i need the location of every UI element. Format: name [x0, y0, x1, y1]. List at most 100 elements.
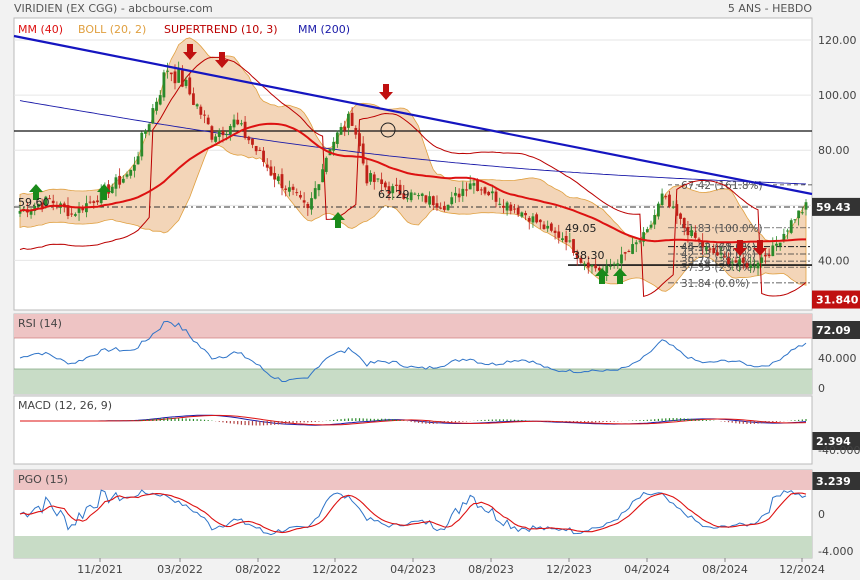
candle-body	[472, 183, 476, 186]
candle-body	[391, 186, 395, 194]
candle-body	[690, 230, 694, 237]
candle-body	[33, 205, 37, 212]
candle-body	[767, 254, 771, 257]
candle-body	[276, 176, 280, 182]
candle-body	[258, 149, 262, 151]
y-tick-label: 120.00	[818, 34, 857, 47]
candle-body	[140, 132, 144, 157]
macd-label: MACD (12, 26, 9)	[18, 399, 112, 412]
candle-body	[125, 174, 129, 177]
downtrend-line	[13, 34, 813, 196]
buy-arrow-icon	[331, 212, 345, 228]
candle-body	[70, 213, 74, 215]
candle-body	[107, 184, 110, 194]
buy-arrow-icon	[595, 268, 609, 284]
candle-body	[498, 203, 502, 205]
candle-body	[638, 240, 642, 242]
candle-body	[313, 188, 317, 199]
candle-body	[756, 262, 760, 269]
candle-body	[225, 134, 229, 136]
candle-body	[450, 197, 454, 205]
candle-body	[166, 70, 170, 72]
candle-body	[653, 214, 657, 225]
price-annotation: 38.30	[573, 249, 605, 262]
candle-body	[210, 126, 214, 140]
candle-body	[487, 191, 491, 196]
candle-body	[169, 72, 173, 75]
candle-body	[136, 156, 140, 165]
candle-body	[719, 253, 723, 255]
candle-body	[280, 174, 284, 189]
candle-body	[716, 252, 719, 256]
candle-body	[431, 196, 435, 206]
x-tick-label: 04/2024	[624, 563, 670, 576]
candle-body	[310, 198, 313, 210]
candle-body	[188, 77, 192, 95]
candle-body	[793, 219, 797, 221]
candle-body	[439, 207, 443, 209]
candle-body	[738, 259, 741, 265]
candle-body	[155, 101, 158, 111]
candle-body	[513, 208, 516, 210]
candle-body	[583, 263, 586, 265]
candle-body	[199, 106, 203, 115]
price-legend: MM (40) BOLL (20, 2) SUPERTREND (10, 3) MM …	[18, 23, 350, 36]
candle-body	[118, 175, 122, 185]
x-tick-label: 11/2021	[77, 563, 123, 576]
candle-body	[708, 248, 712, 250]
candle-body	[730, 262, 734, 264]
candle-body	[797, 210, 801, 219]
candle-body	[284, 188, 288, 190]
sell-arrow-icon	[215, 52, 229, 68]
y-tick-label: 80.00	[818, 144, 850, 157]
candle-body	[697, 238, 701, 241]
x-tick-label: 08/2022	[235, 563, 281, 576]
candle-body	[291, 186, 295, 190]
candle-body	[420, 193, 424, 196]
candle-body	[542, 224, 546, 229]
candle-body	[693, 232, 697, 238]
candle-body	[642, 232, 646, 242]
y-tick-label: 40.00	[818, 254, 850, 267]
sell-arrow-icon	[753, 240, 767, 256]
candle-body	[398, 184, 402, 195]
candle-body	[597, 267, 601, 271]
candle-body	[752, 265, 756, 267]
candle-body	[195, 104, 199, 107]
candle-body	[217, 130, 221, 137]
candle-body	[435, 203, 439, 208]
candle-body	[461, 188, 465, 196]
candle-body	[332, 141, 336, 151]
value-badges: 59.43 31.840 72.09 2.394 3.239	[812, 197, 860, 490]
candle-body	[335, 132, 339, 144]
candle-body	[442, 205, 446, 210]
breakout-circle-marker	[380, 122, 396, 138]
candle-body	[476, 180, 479, 192]
candlestick-series	[18, 61, 808, 282]
candle-body	[804, 202, 808, 210]
pgo-lower-zone	[14, 536, 812, 558]
candle-body	[406, 198, 409, 200]
candle-body	[668, 194, 671, 207]
candle-body	[192, 93, 195, 105]
candle-body	[605, 265, 609, 274]
rsi-tick-40: 40.000	[818, 352, 857, 365]
last-price-badge	[812, 197, 860, 216]
macd-signal-line	[20, 414, 807, 426]
buy-arrow-icon	[613, 268, 627, 284]
rsi-line	[19, 320, 807, 382]
sell-arrow-icon	[379, 84, 393, 100]
candle-body	[206, 117, 210, 125]
macd-tick: -40.000	[818, 444, 860, 457]
candle-body	[180, 70, 184, 87]
supertrend-badge	[812, 290, 860, 309]
candle-body	[265, 164, 269, 168]
pgo-label: PGO (15)	[18, 473, 68, 486]
rsi-badge	[812, 321, 860, 339]
candle-body	[679, 213, 682, 219]
candle-body	[524, 213, 527, 216]
candle-body	[173, 71, 177, 84]
candle-body	[110, 186, 114, 194]
buy-arrow-icon	[29, 184, 43, 200]
